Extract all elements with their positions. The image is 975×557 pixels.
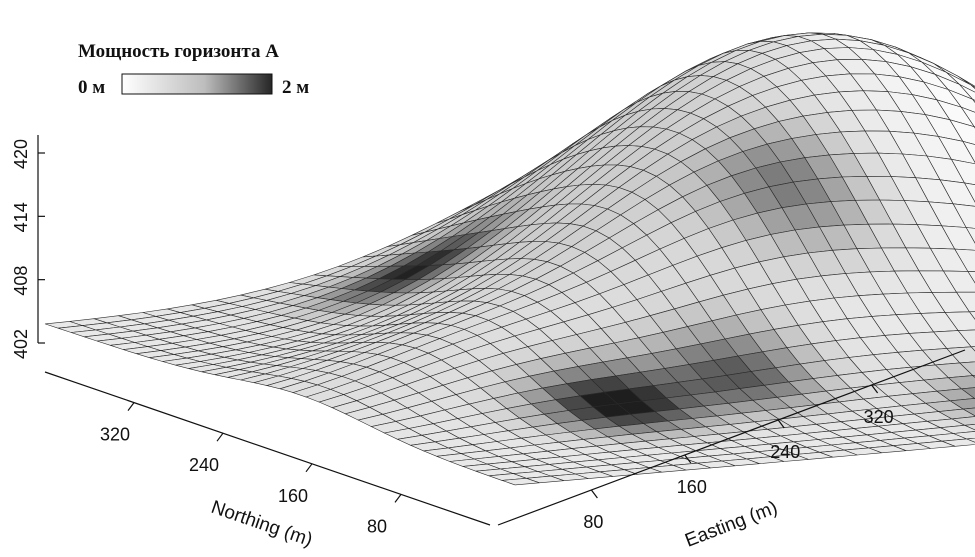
northing-tick-label: 80 — [367, 516, 387, 536]
legend: Мощность горизонта А 0 м 2 м — [78, 41, 309, 98]
northing-axis-line — [44, 371, 491, 526]
northing-tick-mark — [394, 494, 402, 503]
northing-tick-mark — [127, 402, 135, 411]
northing-tick-mark — [216, 432, 224, 442]
northing-tick-label: 160 — [278, 486, 308, 506]
easting-tick-label: 160 — [677, 477, 707, 497]
easting-tick-label: 320 — [864, 407, 894, 427]
z-tick-label: 402 — [11, 329, 31, 359]
surface-mesh — [44, 32, 975, 486]
northing-tick-mark — [305, 463, 313, 473]
easting-axis-label: Easting (m) — [682, 497, 780, 551]
z-tick-label: 420 — [11, 139, 31, 169]
z-tick-label: 414 — [11, 202, 31, 232]
northing-tick-label: 240 — [189, 455, 219, 475]
easting-tick-mark — [684, 454, 692, 464]
easting-tick-mark — [777, 419, 785, 429]
easting-axis-line — [497, 349, 966, 526]
legend-min-label: 0 м — [78, 77, 105, 98]
legend-max-label: 2 м — [282, 77, 309, 98]
z-axis: 402 408 414 420 — [11, 135, 45, 359]
legend-title: Мощность горизонта А — [78, 41, 279, 62]
northing-tick-label: 320 — [100, 425, 130, 445]
easting-tick-mark — [871, 384, 879, 394]
z-tick-label: 408 — [11, 266, 31, 296]
surface-cell — [501, 477, 540, 486]
easting-tick-mark — [590, 489, 598, 499]
easting-tick-label: 240 — [770, 442, 800, 462]
legend-color-bar — [121, 73, 273, 95]
easting-tick-label: 80 — [583, 512, 603, 532]
